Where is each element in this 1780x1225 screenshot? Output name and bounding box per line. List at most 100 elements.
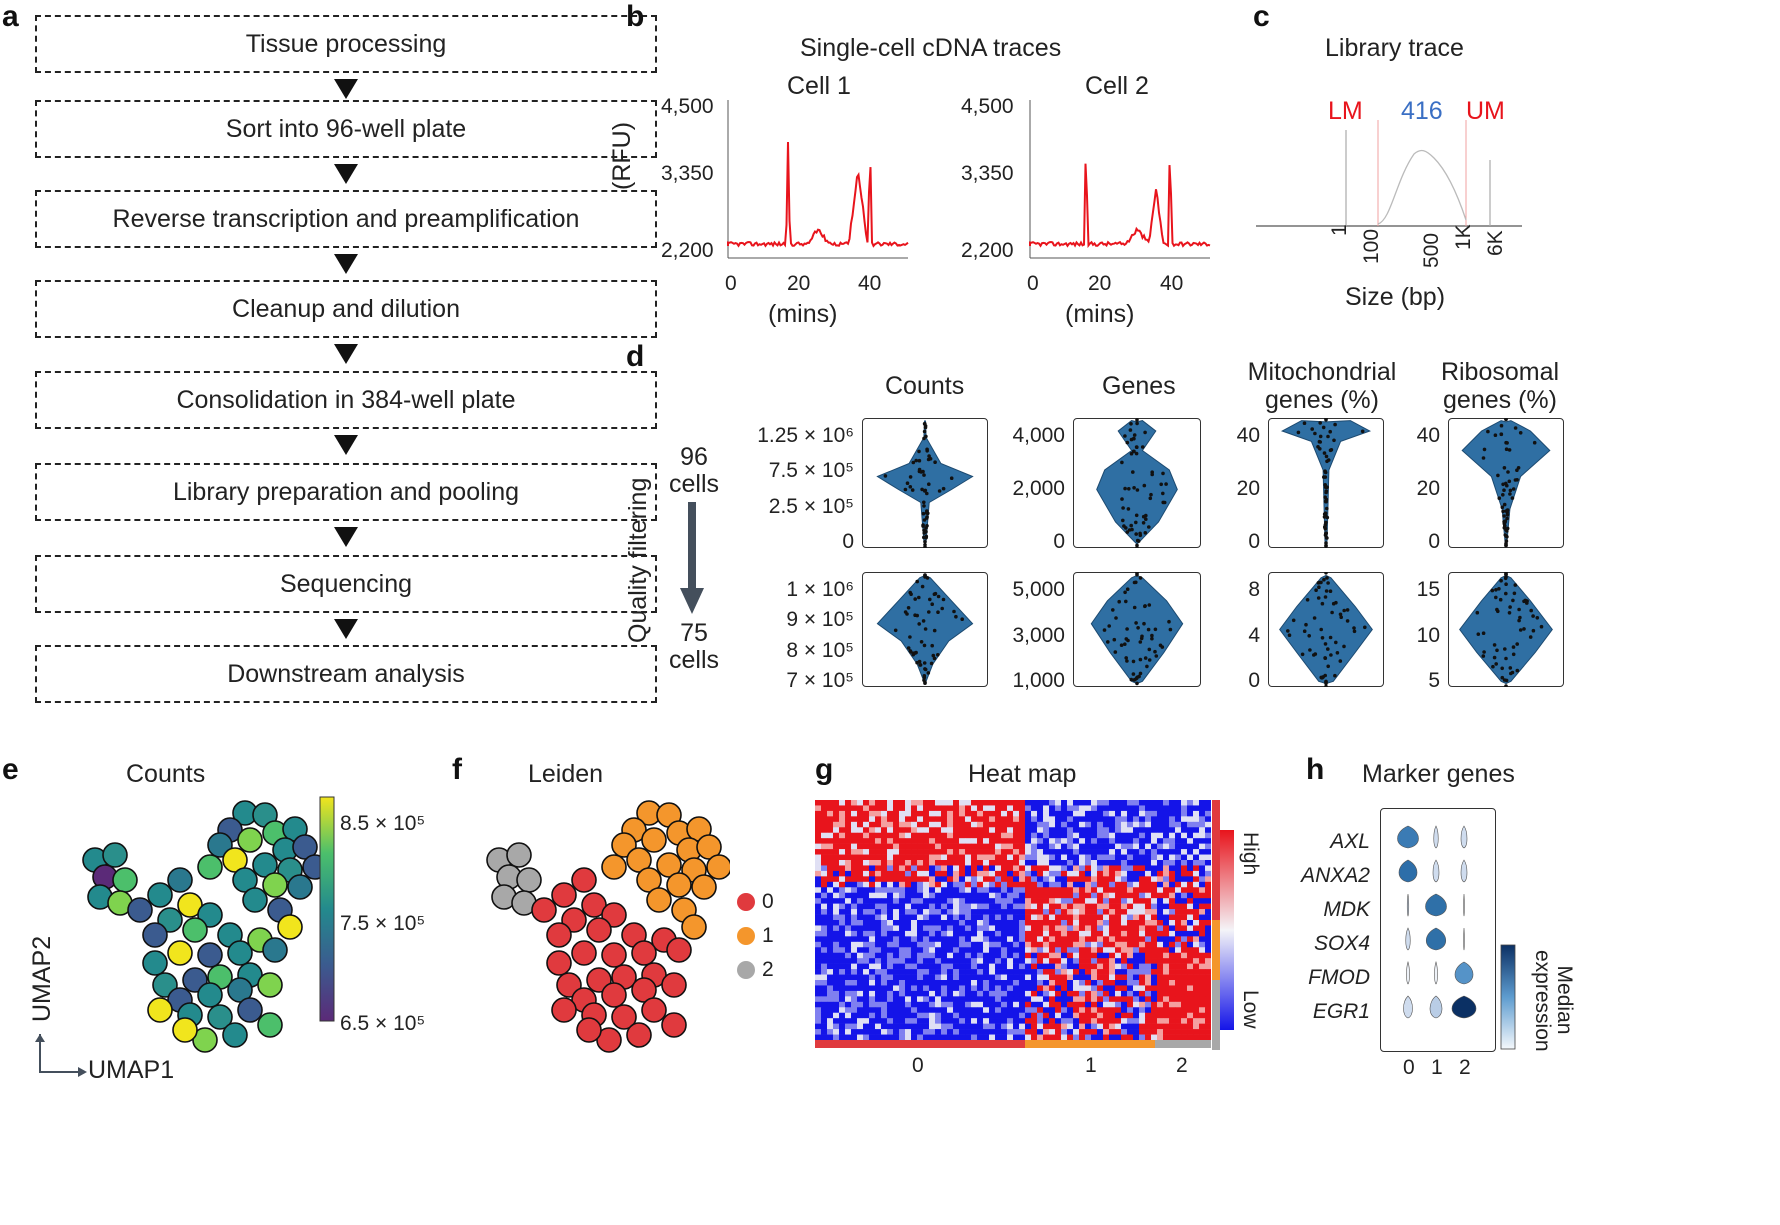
heatmap-cell <box>1073 838 1080 844</box>
heatmap-cell <box>1103 952 1110 959</box>
heatmap-cell <box>1175 860 1182 866</box>
heatmap-cell <box>1007 990 1014 997</box>
heatmap-cell <box>983 876 990 883</box>
heatmap-cell <box>905 827 912 834</box>
heatmap-cell <box>1097 909 1104 915</box>
heatmap-cell <box>839 821 846 828</box>
heatmap-cell <box>1115 963 1122 970</box>
heatmap-cell <box>953 920 960 926</box>
heatmap-cell <box>995 1029 1002 1035</box>
heatmap-cell <box>977 936 984 943</box>
violin-point <box>923 667 927 671</box>
heatmap-cell <box>899 969 906 975</box>
heatmap-cell <box>1091 887 1098 894</box>
heatmap-cell <box>1025 1034 1032 1041</box>
umap-point <box>631 940 657 966</box>
heatmap-cell <box>941 941 948 948</box>
heatmap-cell <box>1109 887 1116 894</box>
heatmap-cell <box>827 969 834 975</box>
violin-point <box>1491 664 1495 669</box>
heatmap-cell <box>1175 990 1182 997</box>
heatmap-cell <box>1175 827 1182 834</box>
violin-point <box>1493 433 1498 437</box>
heatmap-cell <box>1019 969 1026 975</box>
heatmap-cell <box>845 909 852 915</box>
heatmap-cell <box>1169 838 1176 844</box>
heatmap-cell <box>1151 860 1158 866</box>
violin-point <box>1138 576 1143 580</box>
heatmap-cell <box>1127 903 1134 910</box>
heatmap-cell <box>1031 810 1038 817</box>
quality-filtering-label: Quality filtering <box>624 477 652 643</box>
heatmap-cell <box>857 958 864 964</box>
heatmap-cell <box>1055 887 1062 894</box>
umap-point <box>182 917 208 943</box>
heatmap-cell <box>1061 958 1068 964</box>
heatmap-cell <box>953 1034 960 1041</box>
heatmap-cell <box>815 914 822 921</box>
heatmap-cell <box>1109 996 1116 1003</box>
heatmap-cell <box>827 1012 834 1019</box>
panel-label-e: e <box>2 753 19 786</box>
heatmap-cell <box>989 952 996 959</box>
heatmap-cell <box>875 920 882 926</box>
violin-point <box>1102 628 1107 632</box>
heatmap-cell <box>947 876 954 883</box>
heatmap-cell <box>941 952 948 959</box>
heatmap-cell <box>935 881 942 888</box>
heatmap-cell <box>863 930 870 937</box>
heatmap-cell <box>1103 1007 1110 1014</box>
heatmap-cell <box>869 860 876 866</box>
heatmap-cell <box>1199 969 1206 975</box>
heatmap-cell <box>827 903 834 910</box>
heatmap-cell <box>935 827 942 834</box>
heatmap-cell <box>1079 980 1086 986</box>
heatmap-cell <box>863 898 870 904</box>
heatmap-cell <box>1073 816 1080 823</box>
heatmap-cell <box>827 1023 834 1030</box>
heatmap-cell <box>1139 827 1146 834</box>
heatmap-cell <box>1037 832 1044 839</box>
heatmap-cell <box>965 870 972 877</box>
violin-point <box>922 678 926 682</box>
heatmap-cell <box>953 925 960 932</box>
heatmap-cell <box>1139 941 1146 948</box>
heatmap-cell <box>1103 990 1110 997</box>
heatmap-cell <box>947 920 954 926</box>
heatmap-cell <box>1049 1023 1056 1030</box>
heatmap-cell <box>1097 838 1104 844</box>
heatmap-cell <box>1139 870 1146 877</box>
heatmap-cell <box>1091 821 1098 828</box>
heatmap-cell <box>1139 821 1146 828</box>
umap-point <box>257 1012 283 1038</box>
heatmap-cell <box>1103 892 1110 899</box>
b2-xlabel: (mins) <box>1065 300 1135 328</box>
violin-point <box>1312 616 1317 620</box>
heatmap-cell <box>995 805 1002 812</box>
heatmap-cell <box>947 947 954 954</box>
heatmap-cell <box>911 1023 918 1030</box>
heatmap-cell <box>1127 876 1134 883</box>
heatmap-cell <box>833 930 840 937</box>
heatmap-cell <box>1001 925 1008 932</box>
heatmap-cell <box>995 947 1002 954</box>
heatmap-cell <box>1205 936 1211 943</box>
heatmap-cell <box>1109 925 1116 932</box>
violin-point <box>1148 496 1153 501</box>
heatmap-cell <box>881 810 888 817</box>
violin-point <box>1323 656 1328 660</box>
heatmap-cell <box>1025 1023 1032 1030</box>
violin-point <box>911 460 916 465</box>
heatmap-cell <box>1019 1023 1026 1030</box>
marker-violin <box>1460 825 1468 849</box>
heatmap-cell <box>1043 909 1050 915</box>
umap-point <box>681 914 707 940</box>
heatmap-cell <box>1175 963 1182 970</box>
heatmap-cell <box>929 969 936 975</box>
heatmap-cell <box>1031 1018 1038 1024</box>
heatmap-cell <box>1205 854 1211 861</box>
heatmap-cell <box>965 876 972 883</box>
heatmap-cell <box>1187 1034 1194 1041</box>
violin-ytick: 5,000 <box>1012 578 1065 601</box>
violin-point <box>1142 483 1147 488</box>
